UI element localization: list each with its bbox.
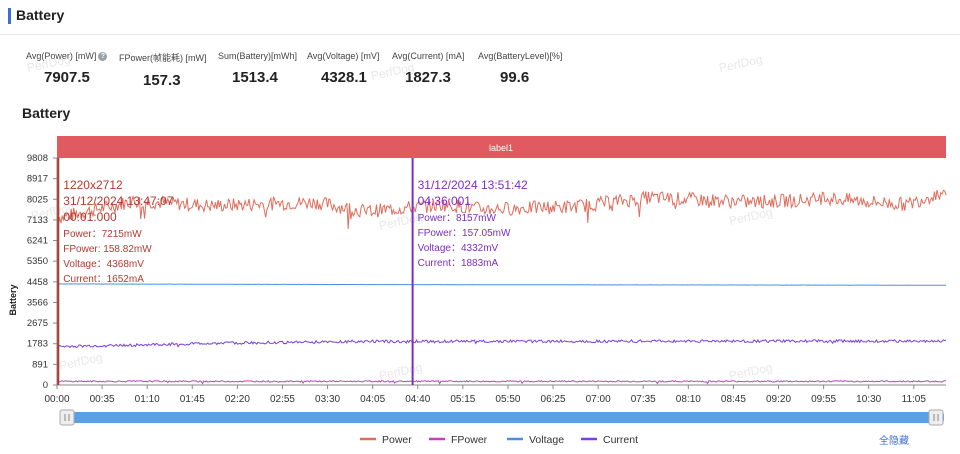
stat-avg-power: Avg(Power) [mW]? 7907.5 xyxy=(26,51,108,87)
panel-accent-bar xyxy=(8,8,11,24)
stat-value: 1513.4 xyxy=(232,69,278,86)
x-tick-label: 08:45 xyxy=(721,394,746,405)
stat-avg-battery-level: Avg(BatteryLevel)[%] 99.6 xyxy=(478,51,562,86)
stat-label: Avg(Current) [mA] xyxy=(392,51,465,61)
marker-tooltip-line: Voltage：4332mV xyxy=(418,243,499,254)
x-tick-label: 01:45 xyxy=(180,394,205,405)
marker-tooltip-line: Power：7215mW xyxy=(63,229,142,240)
legend-item-power[interactable]: Power xyxy=(382,434,412,446)
y-tick-label: 5350 xyxy=(27,256,48,267)
marker-tooltip-line: Voltage：4368mV xyxy=(63,259,144,270)
stat-sum-battery: Sum(Battery)[mWh] 1513.4 xyxy=(218,51,297,86)
marker-tooltip-line: FPower：157.05mW xyxy=(418,228,511,239)
watermark-text: PerfDog xyxy=(728,360,774,383)
x-tick-label: 04:40 xyxy=(405,394,430,405)
stat-value: 157.3 xyxy=(143,72,181,89)
stat-label: Avg(Power) [mW]? xyxy=(26,51,108,62)
x-tick-label: 09:20 xyxy=(766,394,791,405)
y-tick-label: 2675 xyxy=(27,318,48,329)
y-tick-label: 4458 xyxy=(27,277,48,288)
y-tick-label: 1783 xyxy=(27,339,48,350)
marker-tooltip-line: Current：1883mA xyxy=(418,258,499,269)
x-tick-label: 04:05 xyxy=(360,394,385,405)
range-slider-right-handle[interactable] xyxy=(928,409,944,426)
series-line-voltage[interactable] xyxy=(56,283,946,286)
y-tick-label: 8025 xyxy=(27,194,48,205)
marker-tooltip-line: 04:36:001 xyxy=(418,194,472,208)
stat-value: 99.6 xyxy=(500,69,530,86)
stat-avg-voltage: Avg(Voltage) [mV] 4328.1 xyxy=(307,51,379,86)
x-tick-label: 01:10 xyxy=(135,394,160,405)
stat-avg-current: Avg(Current) [mA] 1827.3 xyxy=(392,51,464,86)
stat-label: FPower(帧能耗) [mW] xyxy=(119,53,207,63)
series-line-fpower[interactable] xyxy=(56,379,947,385)
legend-item-current[interactable]: Current xyxy=(603,434,638,446)
x-tick-label: 00:35 xyxy=(90,394,115,405)
marker-tooltip-line: 31/12/2024 13:47:07 xyxy=(63,194,173,208)
x-tick-label: 11:05 xyxy=(902,394,927,405)
help-icon[interactable]: ? xyxy=(98,52,108,62)
y-tick-label: 9808 xyxy=(27,153,48,164)
watermark-text: PerfDog xyxy=(370,60,416,83)
marker-tooltip-line: 31/12/2024 13:51:42 xyxy=(418,178,528,192)
stat-value: 1827.3 xyxy=(405,69,451,86)
y-tick-label: 6241 xyxy=(27,236,48,247)
legend-item-voltage[interactable]: Voltage xyxy=(529,434,564,446)
marker-tooltip-line: FPower: 158.82mW xyxy=(63,244,152,255)
x-tick-label: 02:55 xyxy=(270,394,295,405)
marker-tooltip-line: Power：8157mW xyxy=(418,213,497,224)
label-band[interactable] xyxy=(57,136,946,158)
y-tick-label: 0 xyxy=(43,380,48,391)
range-slider-left-handle[interactable] xyxy=(59,409,75,426)
x-tick-label: 08:10 xyxy=(676,394,701,405)
range-slider[interactable] xyxy=(59,409,944,426)
watermark-text: PerfDog xyxy=(58,350,104,373)
x-tick-label: 10:30 xyxy=(856,394,881,405)
stat-label: Avg(BatteryLevel)[%] xyxy=(478,51,563,61)
x-tick-label: 09:55 xyxy=(811,394,836,405)
stat-value: 7907.5 xyxy=(44,69,90,87)
panel-title: Battery xyxy=(16,7,65,23)
stat-value: 4328.1 xyxy=(321,69,367,86)
legend-item-fpower[interactable]: FPower xyxy=(451,434,488,446)
x-tick-label: 07:00 xyxy=(586,394,611,405)
panel-header: Battery xyxy=(0,0,960,35)
watermark-text: PerfDog xyxy=(718,52,764,75)
marker-tooltip-line: 1220x2712 xyxy=(63,178,123,192)
range-slider-track[interactable] xyxy=(60,412,944,423)
x-tick-label: 05:15 xyxy=(450,394,475,405)
x-tick-label: 02:20 xyxy=(225,394,250,405)
x-tick-label: 00:00 xyxy=(44,394,69,405)
watermark-text: PerfDog xyxy=(26,52,72,75)
chart-section-title: Battery xyxy=(22,105,71,121)
hide-all-button[interactable]: 全隐藏 xyxy=(879,436,909,447)
x-tick-label: 05:50 xyxy=(495,394,520,405)
x-tick-label: 03:30 xyxy=(315,394,340,405)
y-axis-label: Battery xyxy=(8,284,18,315)
stat-label: Sum(Battery)[mWh] xyxy=(218,51,298,61)
stat-label: Avg(Voltage) [mV] xyxy=(307,51,380,61)
y-tick-label: 7133 xyxy=(27,215,48,226)
stat-fpower: FPower(帧能耗) [mW] 157.3 xyxy=(119,51,207,89)
x-tick-label: 06:25 xyxy=(541,394,566,405)
y-tick-label: 3566 xyxy=(27,297,48,308)
series-line-current[interactable] xyxy=(56,338,947,349)
y-tick-label: 891 xyxy=(32,359,48,370)
y-tick-label: 8917 xyxy=(27,174,48,185)
x-tick-label: 07:35 xyxy=(631,394,656,405)
series-line-power[interactable] xyxy=(56,189,947,229)
watermark-text: PerfDog xyxy=(378,360,424,383)
label-band-text: label1 xyxy=(489,143,513,153)
marker-tooltip-line: Current：1652mA xyxy=(63,274,144,285)
marker-tooltip-line: 00:01:000 xyxy=(63,210,117,224)
watermark-text: PerfDog xyxy=(728,205,774,228)
